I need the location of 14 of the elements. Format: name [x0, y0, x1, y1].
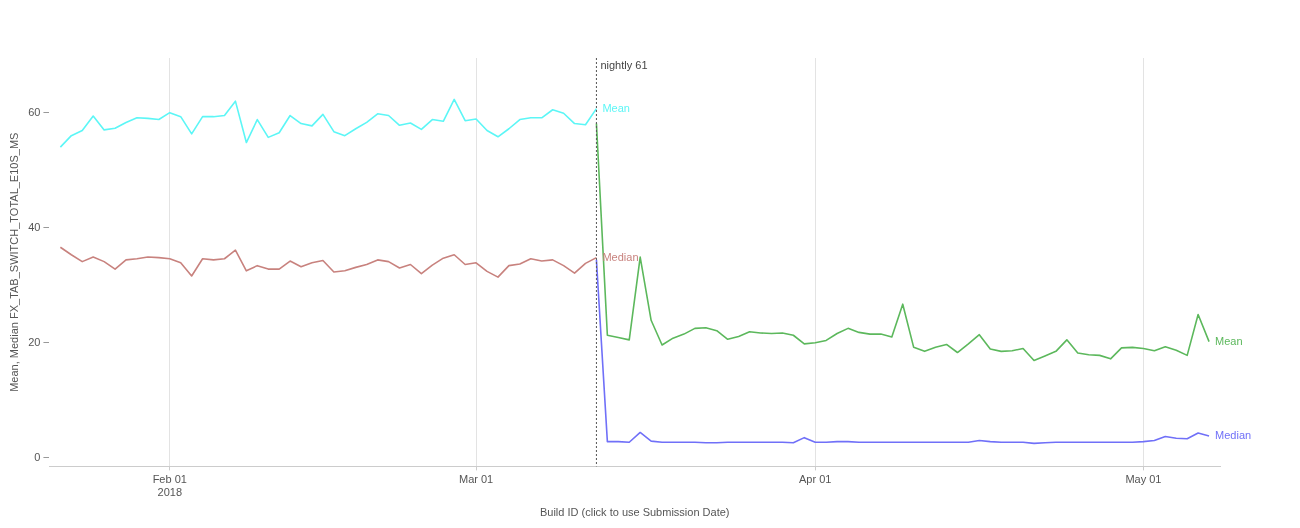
ref-line-label: nightly 61	[600, 58, 648, 71]
y-tick-label: 40	[28, 220, 41, 233]
x-tick-label: May 01	[1125, 473, 1162, 486]
x-axis-title: Build ID (click to use Submission Date)	[539, 506, 730, 519]
y-tick-label: 60	[28, 105, 41, 118]
y-axis-title: Mean, Median FX_TAB_SWITCH_TOTAL_E10S_MS	[7, 132, 20, 392]
y-tick-label: 0	[34, 450, 41, 463]
y-tick-label: 20	[28, 335, 41, 348]
x-tick-label: Mar 01	[458, 473, 494, 486]
series-label: Median	[1215, 428, 1252, 441]
series-label: Mean	[1215, 334, 1243, 347]
x-tick-label: Feb 01 2018	[152, 473, 187, 499]
x-tick-label: Apr 01	[799, 473, 832, 486]
series-label: Mean	[602, 101, 630, 114]
